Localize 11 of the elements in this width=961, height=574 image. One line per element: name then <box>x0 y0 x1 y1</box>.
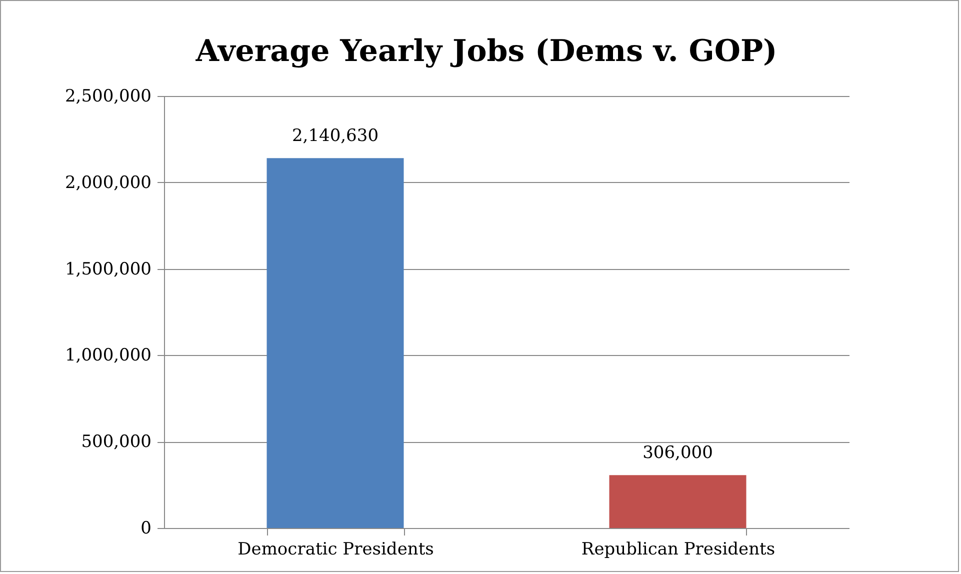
y-tick-label: 0 <box>140 518 152 538</box>
y-tick-label: 1,500,000 <box>64 259 152 280</box>
y-tick-label: 2,500,000 <box>64 86 152 106</box>
x-tick-label: Republican Presidents <box>581 540 776 560</box>
data-label: 306,000 <box>642 443 713 464</box>
y-tick-label: 2,000,000 <box>64 172 152 193</box>
x-tick-label: Democratic Presidents <box>238 540 434 560</box>
y-tick-label: 1,000,000 <box>64 346 152 366</box>
data-label: 2,140,630 <box>292 126 379 146</box>
chart-title: Average Yearly Jobs (Dems v. GOP) <box>194 34 778 69</box>
y-tick-label: 500,000 <box>81 432 152 452</box>
